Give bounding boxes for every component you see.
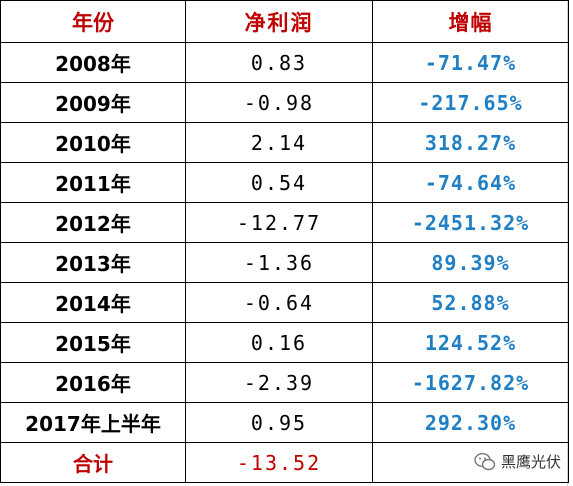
header-cell: 净利润	[185, 0, 373, 43]
growth-cell: -2451.32%	[372, 202, 569, 243]
growth-cell: -74.64%	[372, 162, 569, 203]
year-cell: 2009年	[0, 82, 186, 123]
growth-cell: 124.52%	[372, 322, 569, 363]
data-row: 2008年 0.83 -71.47%	[0, 42, 569, 83]
year-cell: 2016年	[0, 362, 186, 403]
year-cell: 2008年	[0, 42, 186, 83]
profit-cell: -0.64	[185, 282, 373, 323]
year-cell: 2014年	[0, 282, 186, 323]
growth-cell: -1627.82%	[372, 362, 569, 403]
header-cell: 年份	[0, 0, 186, 43]
growth-cell: -217.65%	[372, 82, 569, 123]
data-row: 2012年 -12.77 -2451.32%	[0, 202, 569, 243]
header-row: 年份 净利润 增幅	[0, 0, 569, 43]
data-row: 2011年 0.54 -74.64%	[0, 162, 569, 203]
watermark-text: 黑鹰光伏	[500, 453, 561, 471]
profit-cell: 0.83	[185, 42, 373, 83]
growth-cell: -71.47%	[372, 42, 569, 83]
year-cell: 2013年	[0, 242, 186, 283]
year-cell: 2011年	[0, 162, 186, 203]
growth-cell: 52.88%	[372, 282, 569, 323]
data-row: 2013年 -1.36 89.39%	[0, 242, 569, 283]
data-row: 2009年 -0.98 -217.65%	[0, 82, 569, 123]
data-row: 2017年上半年 0.95 292.30%	[0, 402, 569, 443]
profit-cell: -2.39	[185, 362, 373, 403]
profit-cell: -13.52	[185, 442, 373, 483]
data-row: 2016年 -2.39 -1627.82%	[0, 362, 569, 403]
year-cell: 2010年	[0, 122, 186, 163]
year-cell: 2015年	[0, 322, 186, 363]
profit-cell: -12.77	[185, 202, 373, 243]
watermark: 黑鹰光伏	[474, 451, 561, 472]
year-cell: 2012年	[0, 202, 186, 243]
profit-cell: 2.14	[185, 122, 373, 163]
profit-cell: 0.95	[185, 402, 373, 443]
wechat-icon	[474, 452, 496, 470]
year-cell: 2017年上半年	[0, 402, 186, 443]
data-row: 2010年 2.14 318.27%	[0, 122, 569, 163]
data-row: 2014年 -0.64 52.88%	[0, 282, 569, 323]
header-cell: 增幅	[372, 0, 569, 43]
profit-cell: -0.98	[185, 82, 373, 123]
total-row: 合计 -13.52	[0, 442, 569, 483]
growth-cell: 292.30%	[372, 402, 569, 443]
year-cell: 合计	[0, 442, 186, 483]
growth-cell	[372, 442, 569, 483]
growth-cell: 89.39%	[372, 242, 569, 283]
data-row: 2015年 0.16 124.52%	[0, 322, 569, 363]
profit-cell: 0.16	[185, 322, 373, 363]
profit-cell: 0.54	[185, 162, 373, 203]
profit-cell: -1.36	[185, 242, 373, 283]
growth-cell: 318.27%	[372, 122, 569, 163]
